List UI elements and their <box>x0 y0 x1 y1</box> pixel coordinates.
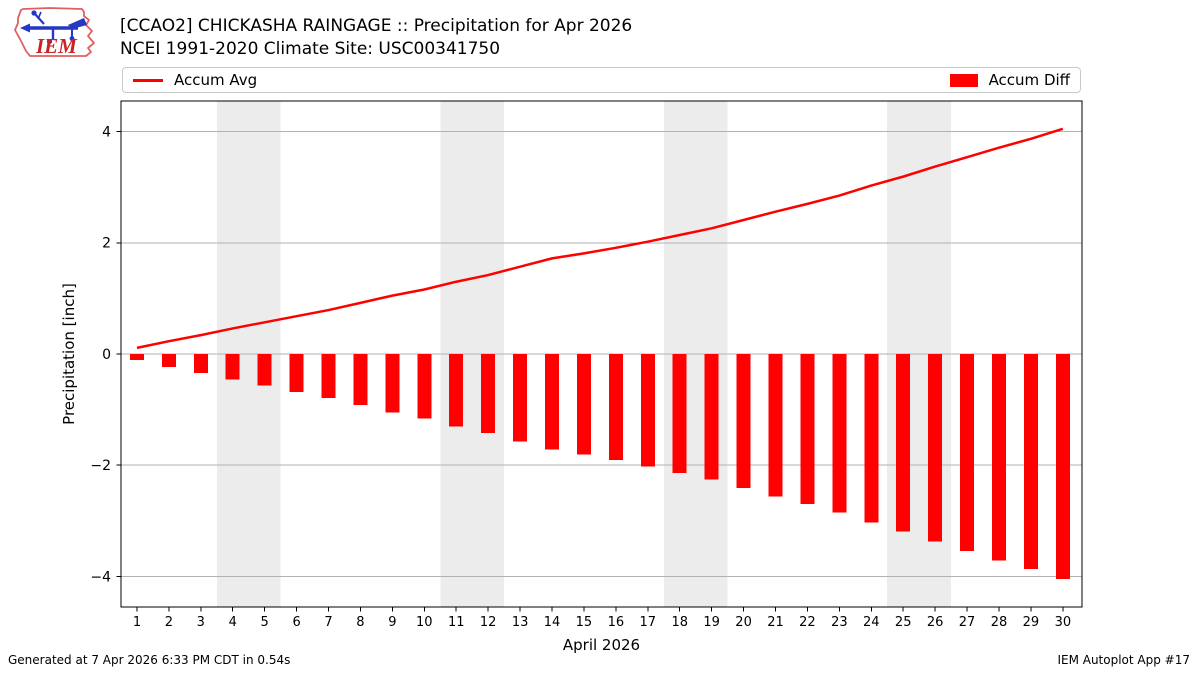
x-tick-label: 27 <box>959 615 976 630</box>
legend-item-accum-diff: Accum Diff <box>949 71 1070 89</box>
x-tick-label: 9 <box>388 615 396 630</box>
x-tick-label: 13 <box>512 615 529 630</box>
accum-diff-bar <box>129 354 144 361</box>
accum-diff-bar <box>385 354 400 413</box>
accum-diff-bar <box>800 354 815 505</box>
x-tick-label: 17 <box>640 615 657 630</box>
x-tick-label: 26 <box>927 615 944 630</box>
accum-diff-bar <box>513 354 528 442</box>
x-tick-label: 23 <box>831 615 848 630</box>
x-tick-label: 12 <box>480 615 497 630</box>
y-tick-label: 2 <box>102 236 111 252</box>
iem-logo-text: IEM <box>35 34 78 58</box>
accum-diff-bar <box>704 354 719 480</box>
y-tick-label: −4 <box>90 569 111 585</box>
accum-diff-bar <box>576 354 591 455</box>
accum-diff-bar <box>193 354 208 373</box>
legend-item-accum-avg: Accum Avg <box>133 71 257 89</box>
legend-label-accum-avg: Accum Avg <box>174 71 258 89</box>
accum-diff-bar <box>768 354 783 497</box>
x-tick-label: 29 <box>1023 615 1040 630</box>
accum-diff-rect-swatch <box>949 73 978 87</box>
chart-subtitle: NCEI 1991-2020 Climate Site: USC00341750 <box>120 38 501 59</box>
x-tick-label: 21 <box>767 615 784 630</box>
x-tick-label: 20 <box>735 615 752 630</box>
chart-legend: Accum Avg Accum Diff <box>122 67 1081 93</box>
x-tick-label: 18 <box>671 615 688 630</box>
legend-label-accum-diff: Accum Diff <box>988 71 1070 89</box>
x-tick-label: 14 <box>544 615 561 630</box>
x-tick-label: 3 <box>197 615 205 630</box>
accum-diff-bar <box>991 354 1006 561</box>
accum-diff-bar <box>864 354 879 523</box>
precipitation-chart: 420−2−41 2 3 4 5 6 7 8 9 10 11 12 13 14 15 16 17 18 19 20 21… <box>60 100 1083 654</box>
accum-diff-bar <box>545 354 560 450</box>
x-tick-label: 30 <box>1055 615 1072 630</box>
accum-diff-bar <box>353 354 368 406</box>
y-tick-label: 0 <box>102 347 111 363</box>
x-tick-label: 1 <box>133 615 141 630</box>
x-tick-label: 2 <box>165 615 173 630</box>
x-tick-label: 16 <box>608 615 625 630</box>
accum-diff-bar <box>736 354 751 489</box>
accum-diff-bar <box>289 354 304 392</box>
x-tick-label: 5 <box>261 615 269 630</box>
accum-avg-line-swatch <box>133 78 163 82</box>
x-axis-label: April 2026 <box>563 636 640 654</box>
accum-diff-bar <box>832 354 847 513</box>
x-tick-label: 4 <box>229 615 237 630</box>
accum-diff-bar <box>896 354 911 532</box>
x-tick-label: 22 <box>799 615 816 630</box>
x-tick-label: 28 <box>991 615 1008 630</box>
accum-diff-bar <box>481 354 496 433</box>
y-tick-label: −2 <box>90 458 111 474</box>
weather-vane-icon <box>20 10 87 45</box>
accum-diff-bar <box>608 354 623 461</box>
y-axis-label: Precipitation [inch] <box>60 283 78 425</box>
accum-diff-bar <box>640 354 655 467</box>
accum-diff-bar <box>225 354 240 380</box>
chart-title-block: [CCAO2] CHICKASHA RAINGAGE :: Precipitat… <box>120 15 632 60</box>
x-tick-label: 6 <box>292 615 300 630</box>
accum-diff-bar <box>321 354 336 398</box>
generated-timestamp: Generated at 7 Apr 2026 6:33 PM CDT in 0… <box>8 653 291 667</box>
accum-diff-bar <box>449 354 464 427</box>
x-tick-label: 19 <box>703 615 720 630</box>
y-tick-label: 4 <box>102 124 111 140</box>
accum-diff-bar <box>257 354 272 386</box>
chart-title: [CCAO2] CHICKASHA RAINGAGE :: Precipitat… <box>120 16 633 36</box>
x-tick-label: 25 <box>895 615 912 630</box>
accum-diff-bar <box>672 354 687 473</box>
x-tick-label: 11 <box>448 615 465 630</box>
accum-diff-bar <box>1055 354 1070 580</box>
accum-diff-bar <box>161 354 176 367</box>
accum-diff-bar <box>960 354 975 551</box>
x-tick-label: 8 <box>356 615 364 630</box>
x-tick-label: 15 <box>576 615 593 630</box>
x-tick-label: 10 <box>416 615 433 630</box>
x-tick-label: 7 <box>324 615 332 630</box>
accum-diff-bar <box>417 354 432 419</box>
iowa-outline-shape <box>14 7 95 57</box>
accum-avg-line <box>136 127 1064 350</box>
accum-diff-bar <box>928 354 943 542</box>
iem-logo: IEM <box>14 7 95 58</box>
accum-diff-bar <box>1023 354 1038 570</box>
app-credit: IEM Autoplot App #17 <box>1057 653 1190 667</box>
x-tick-label: 24 <box>863 615 880 630</box>
